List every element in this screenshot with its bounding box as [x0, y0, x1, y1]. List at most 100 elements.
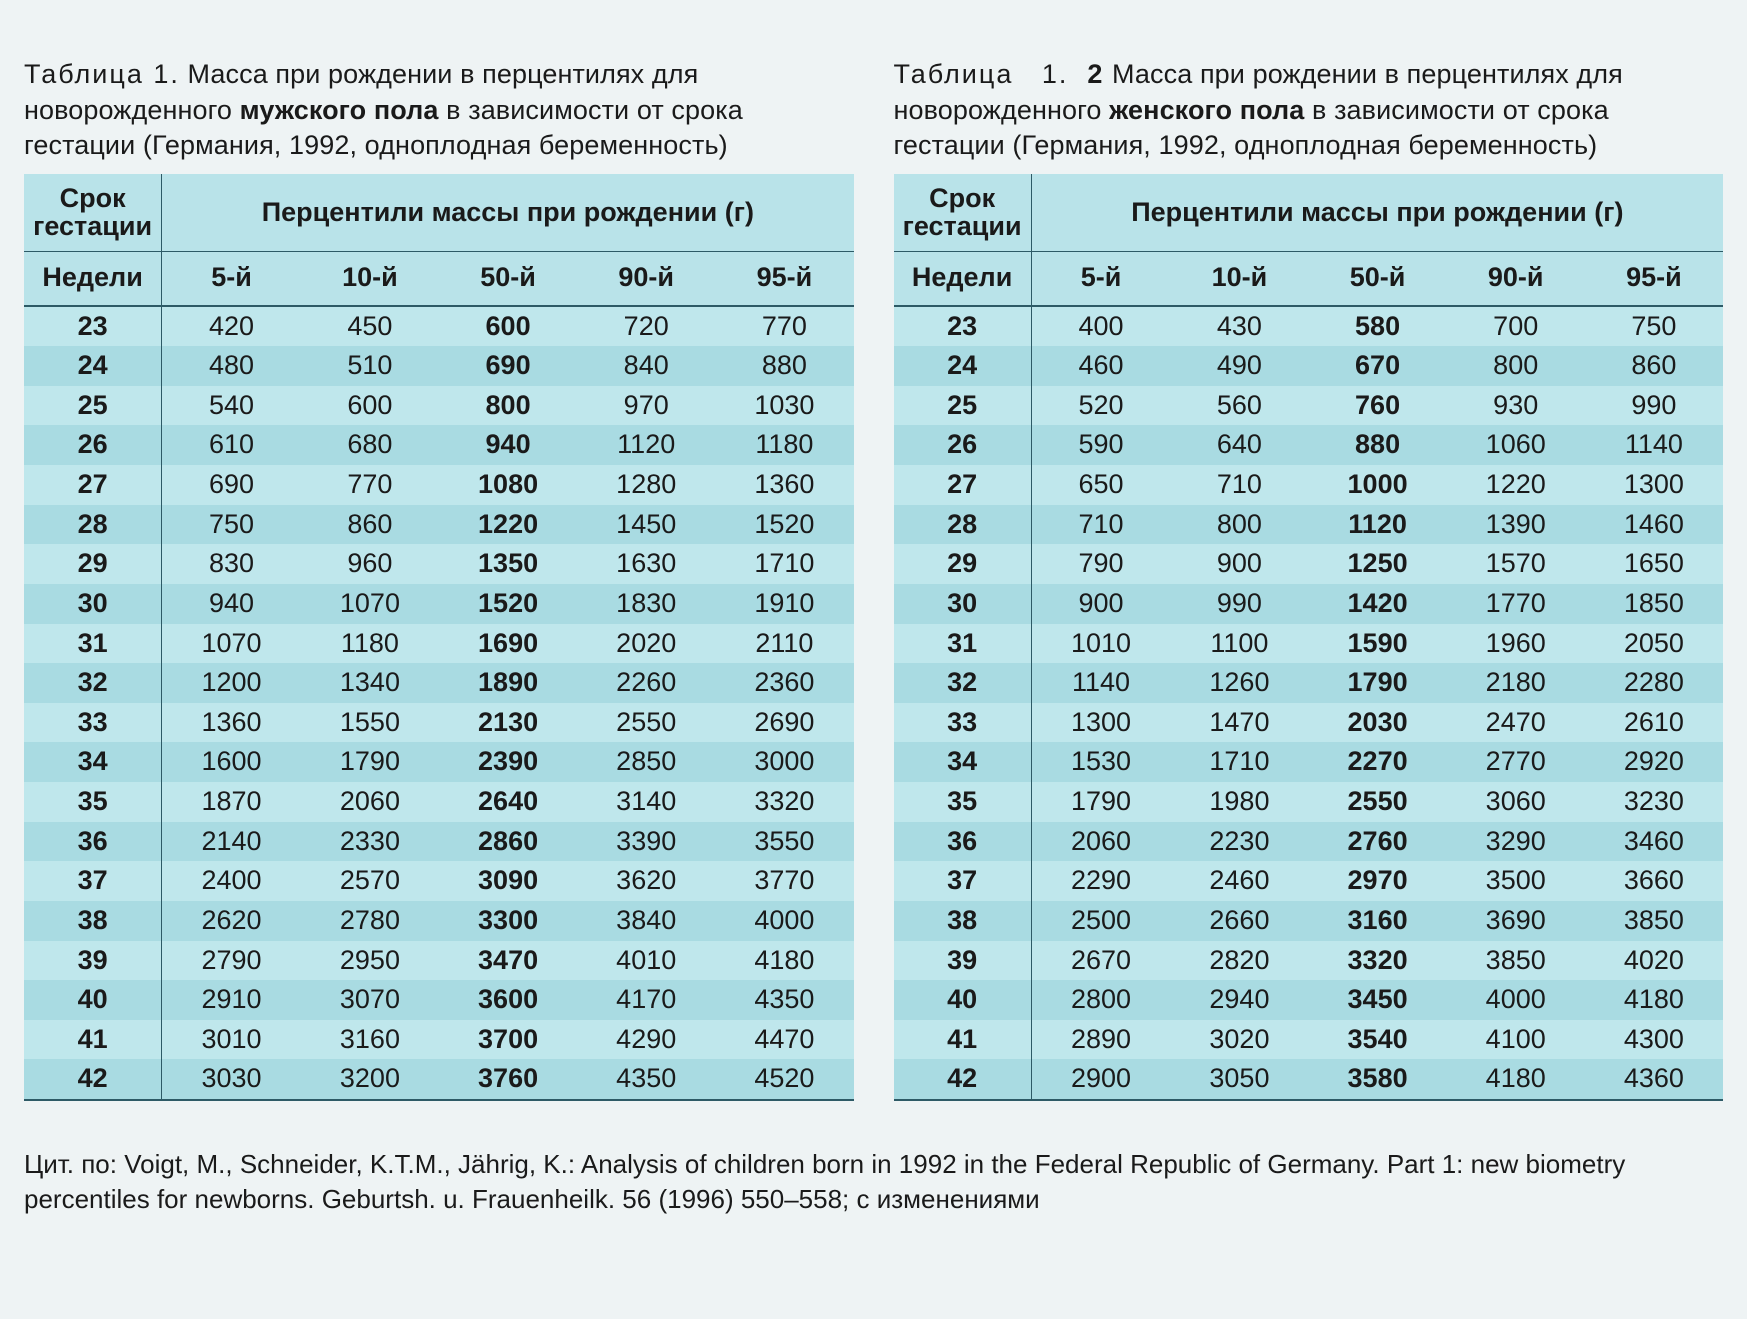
cell-p10: 2780: [301, 901, 439, 941]
cell-week: 28: [894, 505, 1032, 545]
cell-p10: 430: [1170, 306, 1308, 347]
cell-p95: 3850: [1585, 901, 1723, 941]
cell-week: 35: [894, 782, 1032, 822]
col-header-p95: 95-й: [715, 251, 853, 306]
gestation-l1: Срок: [60, 183, 126, 213]
cell-week: 29: [894, 544, 1032, 584]
cell-p10: 710: [1170, 465, 1308, 505]
table-row: 30900990142017701850: [894, 584, 1724, 624]
cell-p50: 3160: [1309, 901, 1447, 941]
cell-p95: 1910: [715, 584, 853, 624]
cell-p5: 1200: [162, 663, 301, 703]
table-row: 3621402330286033903550: [24, 822, 854, 862]
table-row: 3620602230276032903460: [894, 822, 1724, 862]
cell-p95: 2920: [1585, 742, 1723, 782]
table-row: 3826202780330038404000: [24, 901, 854, 941]
cell-p5: 590: [1031, 425, 1170, 465]
cell-p50: 2270: [1309, 742, 1447, 782]
cell-p90: 4350: [577, 1059, 715, 1100]
cell-p95: 2610: [1585, 703, 1723, 743]
cell-week: 39: [24, 941, 162, 981]
cell-p90: 3620: [577, 861, 715, 901]
cell-p95: 2050: [1585, 624, 1723, 664]
cell-p10: 1980: [1170, 782, 1308, 822]
cell-p10: 450: [301, 306, 439, 347]
cell-p10: 860: [301, 505, 439, 545]
cell-p10: 600: [301, 386, 439, 426]
female-caption-label: Таблица 1. 2: [894, 59, 1105, 89]
cell-p50: 1890: [439, 663, 577, 703]
female-caption: Таблица 1. 2 Масса при рождении в перцен…: [894, 57, 1724, 164]
cell-p50: 2130: [439, 703, 577, 743]
cell-week: 40: [24, 980, 162, 1020]
cell-p5: 1790: [1031, 782, 1170, 822]
cell-p5: 400: [1031, 306, 1170, 347]
cell-week: 41: [24, 1020, 162, 1060]
table-row: 3927902950347040104180: [24, 941, 854, 981]
cell-p10: 2230: [1170, 822, 1308, 862]
cell-p95: 1030: [715, 386, 853, 426]
cell-p90: 3690: [1447, 901, 1585, 941]
cell-p5: 2890: [1031, 1020, 1170, 1060]
cell-week: 42: [894, 1059, 1032, 1100]
cell-p5: 2800: [1031, 980, 1170, 1020]
cell-p90: 1280: [577, 465, 715, 505]
table-row: 24480510690840880: [24, 346, 854, 386]
cell-p95: 770: [715, 306, 853, 347]
table-row: 23400430580700750: [894, 306, 1724, 347]
cell-p10: 1340: [301, 663, 439, 703]
cell-p50: 3700: [439, 1020, 577, 1060]
cell-week: 25: [24, 386, 162, 426]
col-header-weeks: Недели: [24, 251, 162, 306]
cell-p95: 4180: [715, 941, 853, 981]
cell-p10: 770: [301, 465, 439, 505]
cell-p90: 970: [577, 386, 715, 426]
male-caption-bold: мужского пола: [240, 95, 439, 125]
cell-p10: 2820: [1170, 941, 1308, 981]
cell-p10: 1790: [301, 742, 439, 782]
cell-p50: 3760: [439, 1059, 577, 1100]
cell-p5: 750: [162, 505, 301, 545]
cell-week: 40: [894, 980, 1032, 1020]
cell-p50: 3580: [1309, 1059, 1447, 1100]
cell-p5: 480: [162, 346, 301, 386]
col-header-p95: 95-й: [1585, 251, 1723, 306]
cell-p5: 1300: [1031, 703, 1170, 743]
cell-week: 33: [24, 703, 162, 743]
cell-p50: 2390: [439, 742, 577, 782]
cell-week: 28: [24, 505, 162, 545]
table-row: 28710800112013901460: [894, 505, 1724, 545]
col-header-p10: 10-й: [301, 251, 439, 306]
cell-p90: 1630: [577, 544, 715, 584]
table-row: 4230303200376043504520: [24, 1059, 854, 1100]
cell-p95: 3320: [715, 782, 853, 822]
table-row: 3110701180169020202110: [24, 624, 854, 664]
table-row: 3518702060264031403320: [24, 782, 854, 822]
cell-p90: 3850: [1447, 941, 1585, 981]
cell-week: 24: [894, 346, 1032, 386]
cell-p95: 3460: [1585, 822, 1723, 862]
col-header-p50: 50-й: [439, 251, 577, 306]
col-header-percentiles: Перцентили массы при рождении (г): [1031, 174, 1723, 251]
cell-week: 38: [24, 901, 162, 941]
cell-week: 30: [894, 584, 1032, 624]
table-row: 255406008009701030: [24, 386, 854, 426]
cell-p50: 2030: [1309, 703, 1447, 743]
cell-p5: 520: [1031, 386, 1170, 426]
cell-p90: 4100: [1447, 1020, 1585, 1060]
col-header-p90: 90-й: [1447, 251, 1585, 306]
cell-p10: 3070: [301, 980, 439, 1020]
table-row: 27690770108012801360: [24, 465, 854, 505]
gestation-l2: гестации: [33, 211, 152, 241]
cell-p10: 640: [1170, 425, 1308, 465]
table-row: 2661068094011201180: [24, 425, 854, 465]
cell-p50: 690: [439, 346, 577, 386]
male-table-block: Таблица 1. Масса при рождении в перценти…: [24, 30, 854, 1101]
cell-p5: 690: [162, 465, 301, 505]
cell-p90: 4180: [1447, 1059, 1585, 1100]
col-header-weeks: Недели: [894, 251, 1032, 306]
cell-p95: 1460: [1585, 505, 1723, 545]
cell-p95: 3230: [1585, 782, 1723, 822]
cell-p95: 1140: [1585, 425, 1723, 465]
col-header-gestation: Срок гестации: [24, 174, 162, 251]
